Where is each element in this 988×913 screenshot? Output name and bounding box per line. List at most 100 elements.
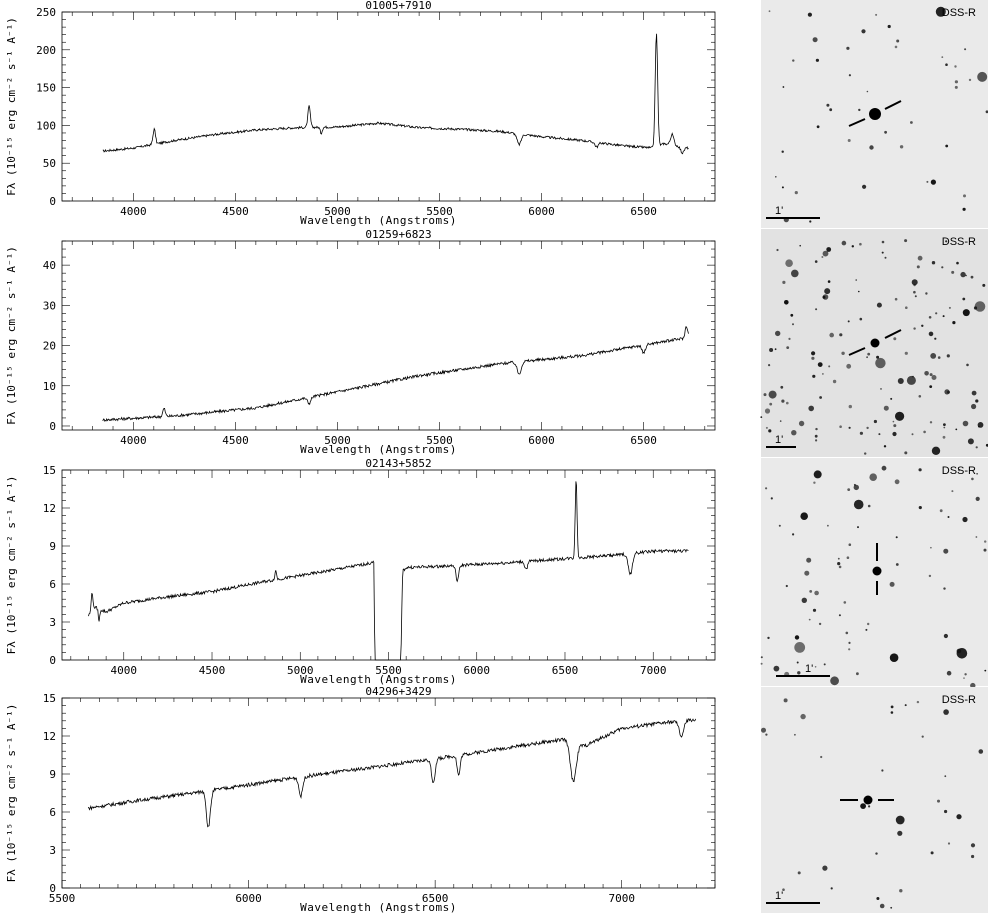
x-tick-label: 5500 xyxy=(426,205,453,218)
star xyxy=(855,279,857,281)
star xyxy=(846,46,850,50)
y-tick-label: 250 xyxy=(36,6,56,19)
star xyxy=(781,186,784,189)
star xyxy=(791,269,799,278)
star xyxy=(814,260,818,263)
star xyxy=(881,769,884,772)
x-tick-label: 6000 xyxy=(528,434,555,447)
star xyxy=(794,191,798,195)
star xyxy=(765,487,768,490)
star xyxy=(975,536,978,538)
star xyxy=(775,330,781,337)
star xyxy=(765,426,768,429)
star xyxy=(894,297,898,301)
star xyxy=(848,426,851,429)
star xyxy=(956,261,959,265)
star xyxy=(879,903,885,909)
star xyxy=(890,906,893,909)
x-tick-label: 6000 xyxy=(528,205,555,218)
star xyxy=(890,711,894,714)
star xyxy=(942,435,946,439)
star xyxy=(904,451,908,455)
star xyxy=(826,103,830,107)
star xyxy=(958,469,961,472)
star xyxy=(925,292,928,295)
x-axis-label: Wavelength (Angstroms) xyxy=(300,214,457,227)
spectrum-panel-1: 01005+7910 Wavelength (Angstroms) Fλ (10⁻¹… xyxy=(5,0,716,227)
star xyxy=(897,830,903,836)
star xyxy=(947,516,950,518)
star xyxy=(913,327,916,330)
x-tick-label: 4500 xyxy=(199,664,226,677)
target-marker xyxy=(848,347,866,356)
star xyxy=(946,354,950,358)
star xyxy=(791,430,797,436)
star xyxy=(930,353,937,359)
star xyxy=(931,446,941,455)
star xyxy=(812,608,817,612)
spectrum-line xyxy=(102,33,689,155)
star xyxy=(911,279,918,286)
survey-label: DSS-R xyxy=(942,694,976,706)
star xyxy=(859,242,862,246)
star xyxy=(763,393,767,397)
star xyxy=(780,385,784,389)
star xyxy=(821,256,824,258)
star xyxy=(768,10,771,13)
y-tick-label: 200 xyxy=(36,44,56,57)
star xyxy=(822,295,826,299)
chart-title: 02143+5852 xyxy=(365,457,431,470)
x-tick-label: 6000 xyxy=(235,892,262,905)
star xyxy=(822,373,824,375)
star xyxy=(892,431,897,437)
star xyxy=(843,601,847,604)
y-tick-label: 9 xyxy=(49,540,56,553)
y-tick-label: 30 xyxy=(43,299,56,312)
star xyxy=(765,733,768,736)
star xyxy=(794,642,806,653)
y-tick-label: 50 xyxy=(43,157,56,170)
star xyxy=(895,563,899,566)
survey-label: DSS-R xyxy=(942,236,976,248)
star xyxy=(914,295,917,298)
star xyxy=(897,378,904,384)
star xyxy=(764,408,771,414)
star xyxy=(856,672,859,676)
star xyxy=(895,536,898,539)
star xyxy=(767,636,770,640)
star xyxy=(816,125,820,129)
star xyxy=(883,405,889,411)
star xyxy=(893,424,897,428)
star xyxy=(822,250,829,257)
y-tick-label: 6 xyxy=(49,578,56,591)
star xyxy=(939,509,943,513)
x-tick-label: 6500 xyxy=(422,892,449,905)
star xyxy=(826,247,832,252)
star xyxy=(788,337,791,340)
star xyxy=(876,897,880,900)
star xyxy=(880,388,882,390)
star xyxy=(814,434,818,438)
star xyxy=(962,420,969,427)
star xyxy=(822,865,828,871)
star xyxy=(984,669,987,672)
star xyxy=(943,426,946,429)
x-tick-label: 5000 xyxy=(324,205,351,218)
star xyxy=(929,373,933,377)
star xyxy=(878,433,881,436)
star xyxy=(827,524,829,527)
star xyxy=(875,13,878,16)
star xyxy=(782,888,785,891)
chart-title: 04296+3429 xyxy=(365,685,431,698)
y-tick-label: 100 xyxy=(36,119,56,132)
star xyxy=(894,479,900,485)
star xyxy=(781,399,785,403)
star xyxy=(960,271,966,278)
star xyxy=(820,755,823,759)
star xyxy=(875,357,886,369)
star xyxy=(899,145,904,149)
star xyxy=(865,628,868,631)
star xyxy=(869,145,874,150)
star xyxy=(931,375,937,380)
star xyxy=(775,176,777,178)
